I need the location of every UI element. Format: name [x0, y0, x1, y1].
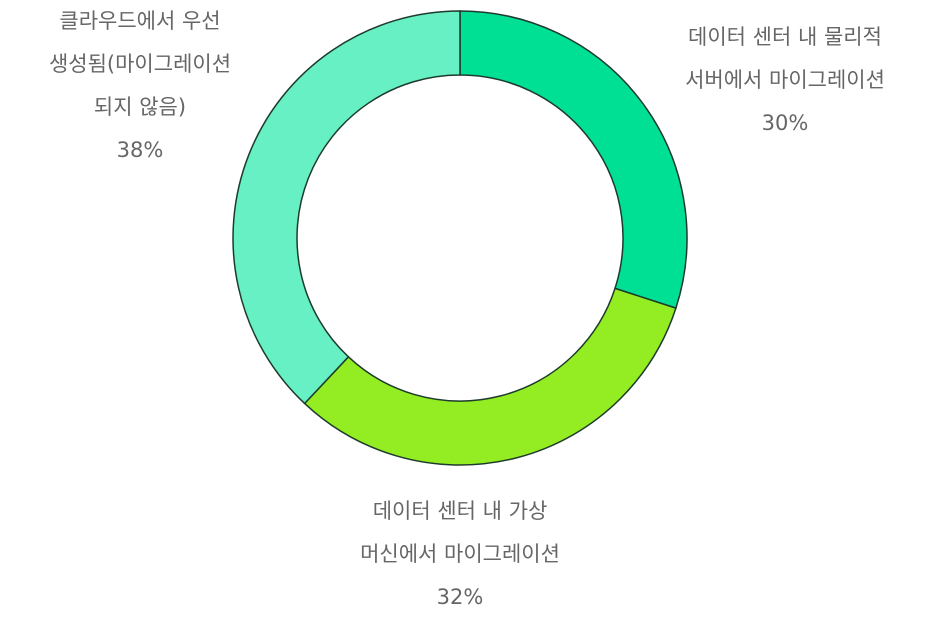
- donut-slice: [459, 10, 688, 310]
- slice-label: 데이터 센터 내 물리적 서버에서 마이그레이션 30%: [625, 16, 931, 145]
- donut-slice: [303, 287, 677, 466]
- slice-label: 데이터 센터 내 가상 머신에서 마이그레이션 32%: [300, 490, 620, 619]
- category-label: 데이터 센터 내 가상 머신에서 마이그레이션: [360, 499, 560, 566]
- category-label: 데이터 센터 내 물리적 서버에서 마이그레이션: [685, 25, 885, 92]
- value-label: 38%: [116, 138, 164, 162]
- value-label: 32%: [436, 585, 484, 609]
- category-label: 클라우드에서 우선 생성됨(마이그레이션 되지 않음): [48, 9, 232, 119]
- slice-label: 클라우드에서 우선 생성됨(마이그레이션 되지 않음) 38%: [0, 0, 300, 172]
- value-label: 30%: [761, 111, 809, 135]
- donut-slice: [232, 10, 461, 405]
